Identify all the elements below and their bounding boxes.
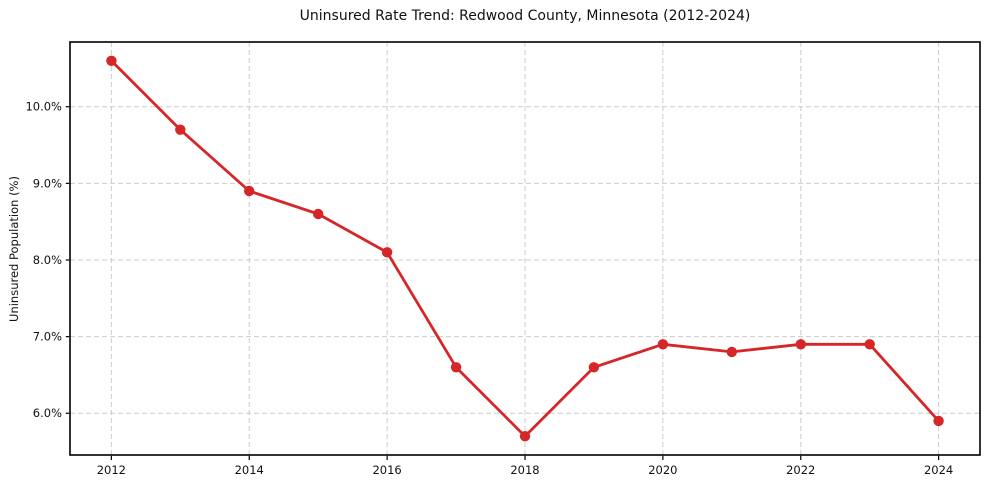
x-tick-label: 2018 [510, 463, 539, 477]
data-point [795, 339, 806, 350]
data-point [657, 339, 669, 350]
chart-title: Uninsured Rate Trend: Redwood County, Mi… [299, 8, 751, 24]
y-tick-label: 6.0% [33, 406, 62, 420]
data-point [588, 362, 600, 373]
x-tick-label: 2020 [648, 463, 677, 477]
y-tick-label: 10.0% [25, 100, 62, 114]
data-point [175, 124, 186, 135]
axes-frame [69, 41, 981, 456]
data-point [244, 185, 255, 197]
data-point [106, 55, 117, 66]
data-point [864, 339, 875, 350]
y-tick-label: 8.0% [33, 253, 62, 267]
data-point [726, 346, 737, 358]
x-tick-label: 2024 [924, 463, 953, 477]
y-tick-label: 7.0% [33, 330, 62, 344]
data-point [933, 415, 944, 427]
x-tick-label: 2016 [372, 463, 401, 477]
data-point [519, 431, 531, 442]
x-tick-label: 2022 [786, 463, 815, 477]
data-point [381, 247, 393, 258]
y-tick-label: 9.0% [33, 176, 62, 190]
x-tick-label: 2012 [97, 463, 126, 477]
x-tick-label: 2014 [235, 463, 264, 477]
data-point [450, 362, 462, 373]
data-point [313, 208, 324, 220]
